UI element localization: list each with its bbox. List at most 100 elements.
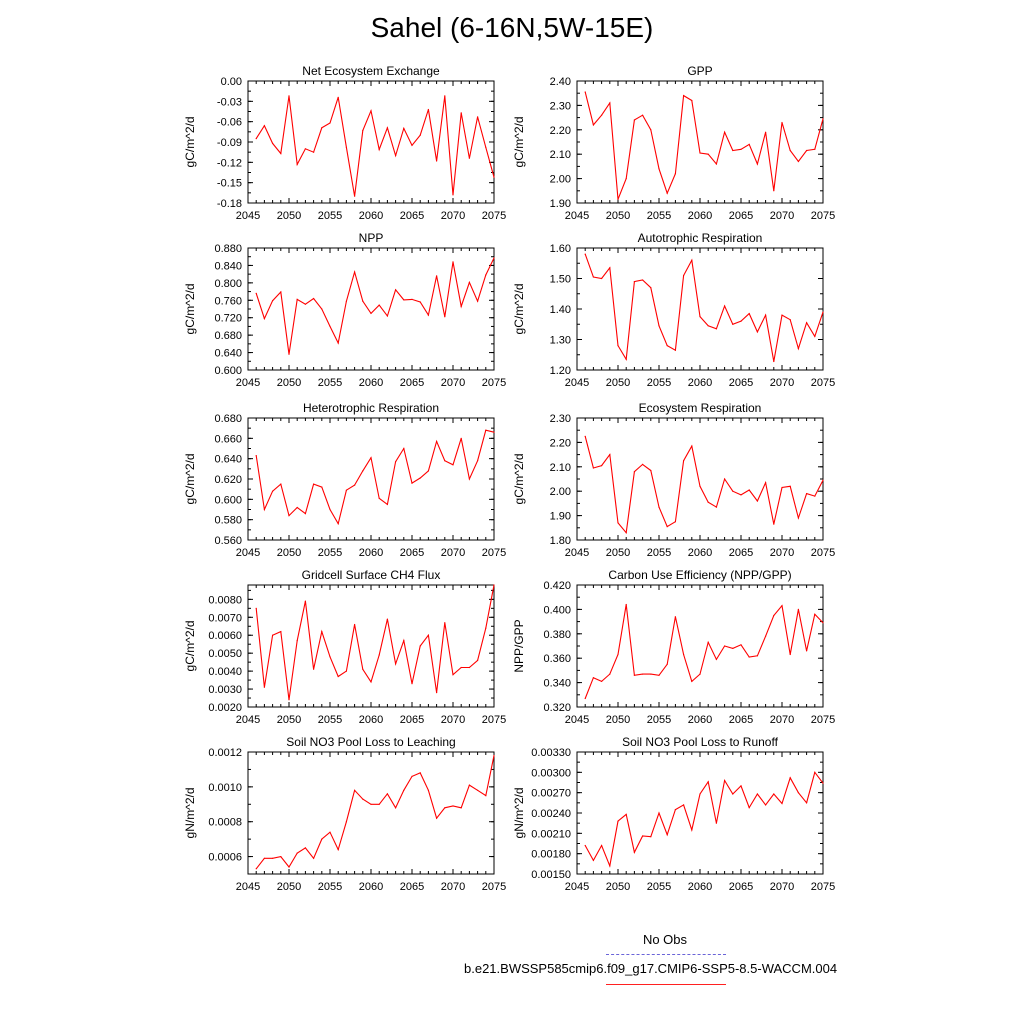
data-point [255, 607, 257, 609]
data-point [477, 659, 479, 662]
data-point [781, 605, 783, 607]
y-tick-label: 0.0050 [208, 648, 242, 660]
x-tick-label: 2055 [318, 210, 342, 222]
data-point [691, 680, 693, 683]
data-point [403, 299, 405, 301]
data-point [715, 328, 718, 330]
y-tick-label: -0.18 [217, 198, 242, 210]
data-point [691, 99, 693, 102]
data-point [789, 149, 791, 152]
data-point [781, 121, 783, 124]
data-point [724, 305, 726, 307]
data-point [321, 631, 323, 633]
data-point [468, 157, 470, 159]
plot-frame [247, 247, 495, 371]
x-tick-label: 2065 [400, 714, 424, 726]
data-point [707, 325, 709, 327]
data-point [617, 653, 619, 656]
data-point [304, 513, 306, 515]
y-tick-label: -0.03 [217, 96, 242, 108]
y-tick-label: -0.15 [217, 178, 242, 190]
x-tick-label: 2075 [482, 881, 506, 893]
x-tick-label: 2075 [811, 881, 835, 893]
plot-frame [247, 584, 495, 708]
y-tick-label: 0.380 [543, 629, 571, 641]
data-point [609, 865, 611, 867]
data-point [493, 176, 495, 178]
y-tick-label: 2.30 [550, 100, 571, 112]
x-tick-label: 2045 [236, 547, 260, 559]
data-point [756, 793, 759, 795]
y-axis-label: gN/m^2/d [512, 788, 526, 839]
data-point [444, 95, 446, 97]
x-tick-label: 2075 [811, 377, 835, 389]
data-point [263, 686, 265, 688]
data-point [748, 313, 750, 315]
data-point [321, 838, 323, 840]
data-point [485, 429, 487, 431]
data-point [707, 781, 709, 783]
x-tick-label: 2045 [236, 210, 260, 222]
data-point [411, 683, 413, 685]
y-tick-label: 1.30 [550, 335, 571, 347]
x-tick-label: 2065 [729, 210, 753, 222]
y-tick-label: 0.800 [214, 278, 242, 290]
data-point [601, 465, 603, 467]
y-axis-label: gC/m^2/d [512, 117, 526, 168]
data-point [592, 859, 595, 862]
data-point [740, 320, 742, 322]
x-tick-label: 2045 [236, 377, 260, 389]
x-tick-label: 2065 [729, 714, 753, 726]
data-point [288, 866, 290, 868]
data-point [715, 822, 718, 824]
data-point [411, 144, 413, 146]
data-point [584, 844, 586, 847]
data-point [460, 807, 462, 809]
data-point [280, 483, 282, 485]
data-point [773, 360, 775, 363]
data-point [633, 674, 636, 676]
data-point [288, 699, 290, 701]
data-point [773, 523, 775, 525]
data-point [789, 485, 791, 487]
data-point [633, 471, 636, 473]
chart-panel: Ecosystem Respiration gC/m^2/d 2.30 2.20 2.1… [512, 401, 835, 559]
data-point [609, 454, 611, 456]
y-tick-label: 0.600 [214, 365, 242, 377]
data-point [337, 96, 339, 98]
data-point [272, 634, 274, 636]
data-point [444, 622, 446, 624]
data-point [493, 431, 495, 433]
panel-title: NPP [359, 231, 384, 245]
x-tick-label: 2070 [770, 714, 794, 726]
data-point [370, 457, 372, 459]
legend-obs-line [606, 954, 726, 955]
data-point [386, 315, 388, 317]
data-point [756, 655, 759, 657]
y-tick-label: 2.00 [550, 486, 571, 498]
data-point [362, 470, 364, 472]
x-tick-label: 2075 [811, 547, 835, 559]
panel-title: Soil NO3 Pool Loss to Leaching [286, 735, 455, 749]
data-point [395, 155, 397, 157]
x-tick-label: 2065 [729, 377, 753, 389]
data-point [658, 812, 660, 814]
x-tick-label: 2065 [729, 547, 753, 559]
data-point [740, 148, 742, 150]
data-point [781, 486, 783, 489]
chart-panel: Net Ecosystem Exchange gC/m^2/d 0.00 -0.03 -… [183, 64, 506, 222]
y-tick-label: -0.06 [217, 117, 242, 129]
data-point [642, 463, 644, 465]
plot-frame [576, 751, 824, 875]
data-point [477, 460, 479, 462]
x-tick-label: 2050 [606, 547, 630, 559]
data-point [436, 692, 438, 694]
data-point [592, 467, 595, 469]
data-point [625, 178, 627, 180]
data-point [460, 666, 462, 669]
data-point [403, 789, 405, 791]
data-point [345, 670, 347, 672]
data-point [806, 493, 808, 495]
data-point [452, 261, 454, 263]
x-tick-label: 2060 [688, 547, 712, 559]
